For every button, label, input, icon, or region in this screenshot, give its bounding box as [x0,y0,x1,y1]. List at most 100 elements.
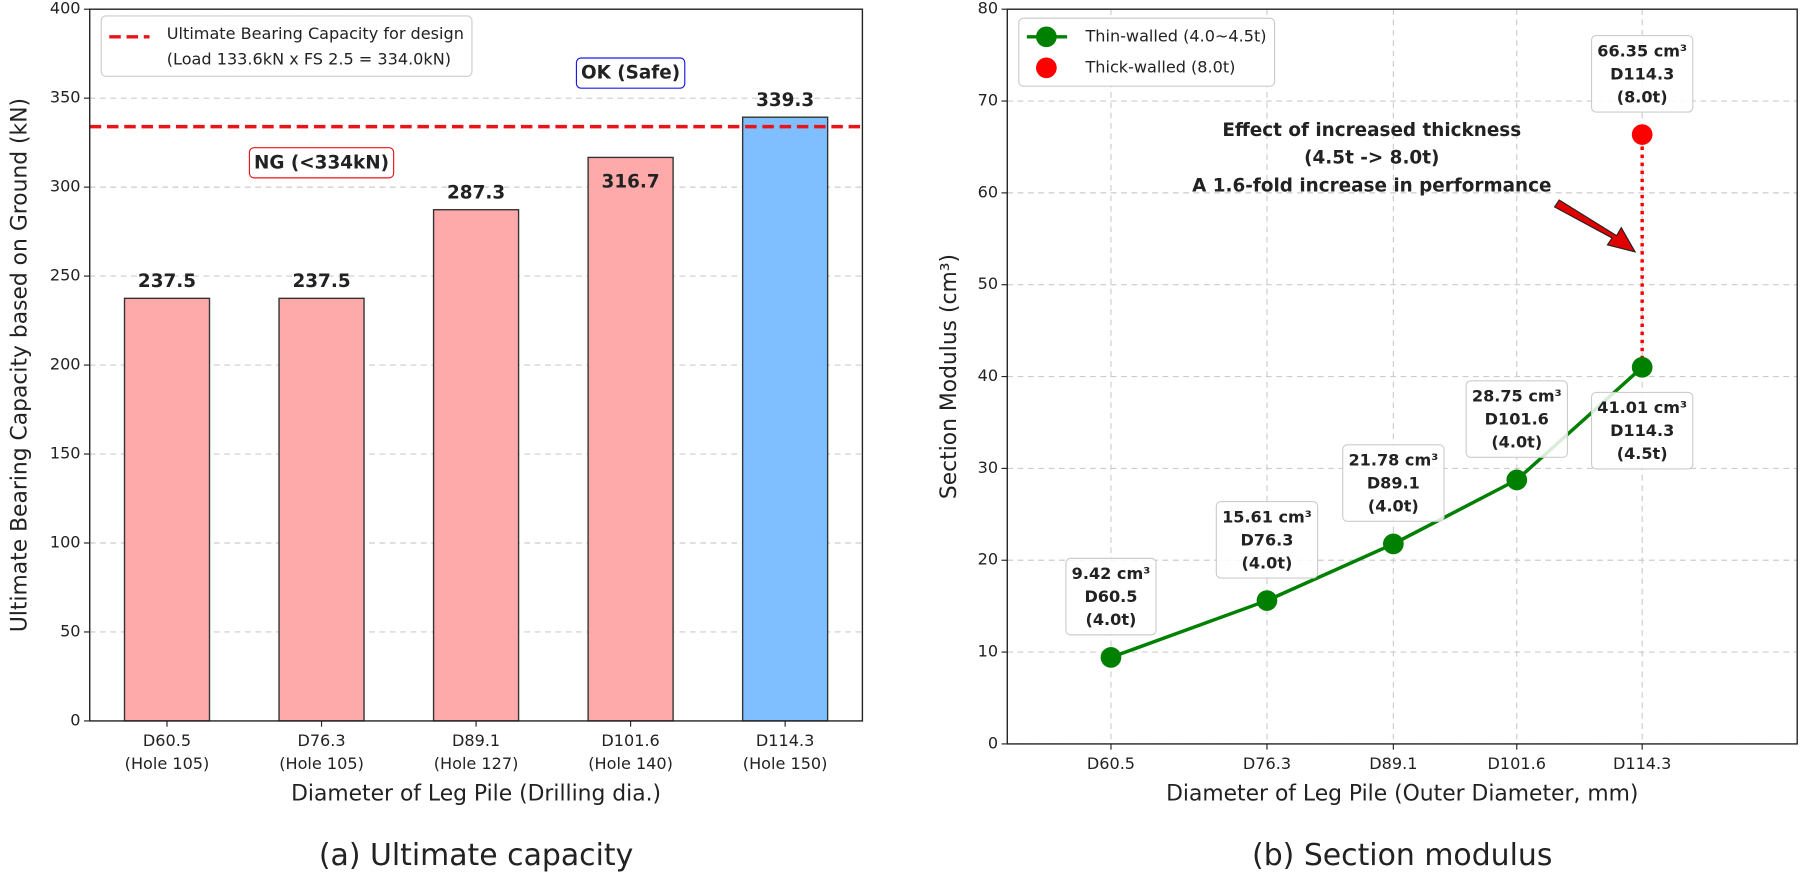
y-axis-label: Ultimate Bearing Capacity based on Groun… [8,98,33,632]
point-label-box [1590,391,1694,470]
y-axis-label: Section Modulus (cm³) [937,254,962,499]
point-label: 9.42 cm³ D60.5 (4.0t) [1065,557,1157,636]
marker [1506,469,1528,491]
point-label: 15.61 cm³ D76.3 (4.0t) [1215,500,1319,579]
point-value-label: 9.42 cm³ [1072,564,1151,583]
x-tick-label: D76.3 [297,731,345,750]
point-label-box [1465,380,1568,458]
annotation: OK (Safe) [575,57,686,89]
y-tick-label: 400 [50,0,81,18]
x-tick-label: (Hole 105) [279,754,364,773]
legend-label: Thin-walled (4.0~4.5t) [1084,26,1266,45]
x-tick-label: (Hole 127) [434,754,519,773]
bar [587,156,674,722]
y-tick-label: 0 [988,733,998,752]
value-label: 287.3 [447,183,505,204]
point-label-box [1590,34,1694,113]
legend: Thin-walled (4.0~4.5t) Thick-walled (8.0t… [1018,17,1276,87]
y-tick-label: 20 [978,550,998,569]
plot-frame [1006,8,1798,745]
point-label: 66.35 cm³ D114.3 (8.0t) [1590,34,1694,113]
point-value-label: 15.61 cm³ [1222,507,1312,526]
point-note: (4.0t) [1086,610,1137,629]
annotation-text: OK (Safe) [581,63,680,84]
legend-marker [1036,26,1057,48]
marker [1383,533,1404,555]
point-note: (8.0t) [1617,87,1668,106]
point-note: (4.5t) [1617,444,1668,463]
caption: (b) Section modulus [1252,838,1552,873]
point-label-box [1065,557,1157,636]
y-tick-label: 10 [978,642,998,661]
y-tick-label: 40 [978,366,998,385]
plot-frame [89,8,864,722]
annotation-text: (4.5t -> 8.0t) [1304,148,1439,169]
x-tick-label: D89.1 [1369,754,1417,773]
y-tick-label: 60 [978,182,998,201]
point-note: D60.5 [1084,587,1137,606]
x-tick-label: D60.5 [1087,754,1135,773]
value-label: 237.5 [292,271,350,292]
point-note: (4.0t) [1491,433,1542,452]
y-tick-label: 250 [50,266,81,285]
value-label: 237.5 [138,271,196,292]
marker [1631,124,1653,145]
annotation-box [575,57,686,89]
y-tick-label: 0 [70,710,80,729]
bar [278,297,365,722]
x-tick-label: D89.1 [452,731,500,750]
annotation-text: A 1.6-fold increase in performance [1192,175,1551,196]
value-label: 316.7 [602,172,660,193]
legend-label: Ultimate Bearing Capacity for design [167,24,464,43]
bar [123,297,211,722]
y-tick-label: 50 [978,274,998,293]
annotation-box [248,147,395,179]
legend-box [100,15,473,77]
bar [432,209,520,722]
point-label: 28.75 cm³ D101.6 (4.0t) [1465,380,1568,458]
marker [1631,356,1653,378]
legend-box [1018,17,1276,87]
annotation: NG (<334kN) [248,147,395,179]
legend-marker [1036,57,1057,79]
caption: (a) Ultimate capacity [319,838,633,873]
point-note: D101.6 [1485,410,1549,429]
y-tick-label: 350 [50,88,81,107]
y-tick-label: 30 [978,458,998,477]
point-note: (4.0t) [1242,553,1293,572]
point-value-label: 41.01 cm³ [1597,398,1687,417]
point-note: D76.3 [1240,530,1293,549]
x-tick-label: D114.3 [1613,754,1671,773]
y-tick-label: 80 [978,0,998,18]
x-axis-label: Diameter of Leg Pile (Drilling dia.) [291,782,661,807]
marker [1100,647,1122,668]
x-tick-label: D76.3 [1243,754,1291,773]
point-value-label: 21.78 cm³ [1348,451,1438,470]
x-tick-label: (Hole 105) [125,754,210,773]
point-note: D114.3 [1610,64,1674,83]
x-tick-label: D60.5 [143,731,191,750]
legend-label: Thick-walled (8.0t) [1084,57,1235,76]
x-tick-label: D101.6 [1488,754,1546,773]
y-tick-label: 100 [50,532,81,551]
y-tick-label: 70 [978,91,998,110]
marker [1256,590,1278,611]
legend: Ultimate Bearing Capacity for design (Loa… [100,15,473,77]
point-value-label: 66.35 cm³ [1597,41,1687,60]
y-tick-label: 150 [50,444,81,463]
x-tick-label: D101.6 [601,731,659,750]
value-label: 339.3 [756,90,814,111]
point-label-box [1342,444,1445,522]
legend-label: (Load 133.6kN x FS 2.5 = 334.0kN) [167,49,451,68]
x-tick-label: (Hole 140) [588,754,673,773]
point-note: D89.1 [1367,474,1420,493]
x-tick-label: (Hole 150) [743,754,828,773]
point-label: 21.78 cm³ D89.1 (4.0t) [1342,444,1445,522]
y-tick-label: 300 [50,177,81,196]
x-tick-label: D114.3 [756,731,814,750]
bar [741,116,829,722]
point-value-label: 28.75 cm³ [1472,387,1562,406]
y-tick-label: 50 [60,621,80,640]
annotation-text: Effect of increased thickness [1222,120,1521,141]
